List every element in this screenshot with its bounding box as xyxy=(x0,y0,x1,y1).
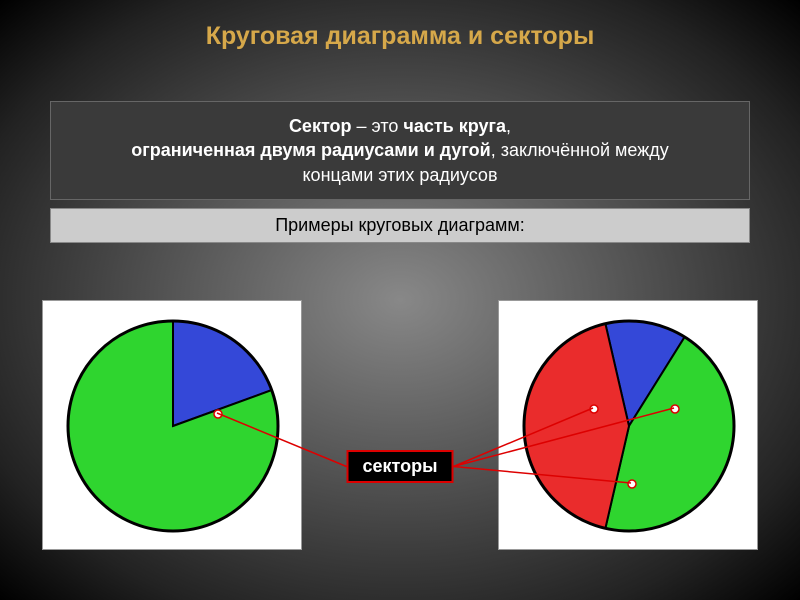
def-term: Сектор xyxy=(289,116,352,136)
definition-line2: ограниченная двумя радиусами и дугой, за… xyxy=(67,138,733,162)
subheading-box: Примеры круговых диаграмм: xyxy=(50,208,750,243)
pie-panel-left xyxy=(42,300,302,550)
title-text: Круговая диаграмма и секторы xyxy=(206,22,595,50)
definition-box: Сектор – это часть круга, ограниченная д… xyxy=(50,101,750,200)
callout-marker-left-0 xyxy=(214,410,222,418)
sector-label: секторы xyxy=(347,450,454,483)
callout-marker-right-2 xyxy=(628,480,636,488)
pie-panel-right xyxy=(498,300,758,550)
pie-slice-red xyxy=(524,324,629,529)
callout-marker-right-1 xyxy=(671,405,679,413)
callout-marker-right-0 xyxy=(590,405,598,413)
definition-line1: Сектор – это часть круга, xyxy=(67,114,733,138)
charts-row: секторы xyxy=(0,300,800,580)
page-title: Круговая диаграмма и секторы xyxy=(0,0,800,51)
pie-left xyxy=(43,301,303,551)
pie-right xyxy=(499,301,759,551)
definition-line3: концами этих радиусов xyxy=(67,163,733,187)
subheading-text: Примеры круговых диаграмм: xyxy=(275,215,525,235)
